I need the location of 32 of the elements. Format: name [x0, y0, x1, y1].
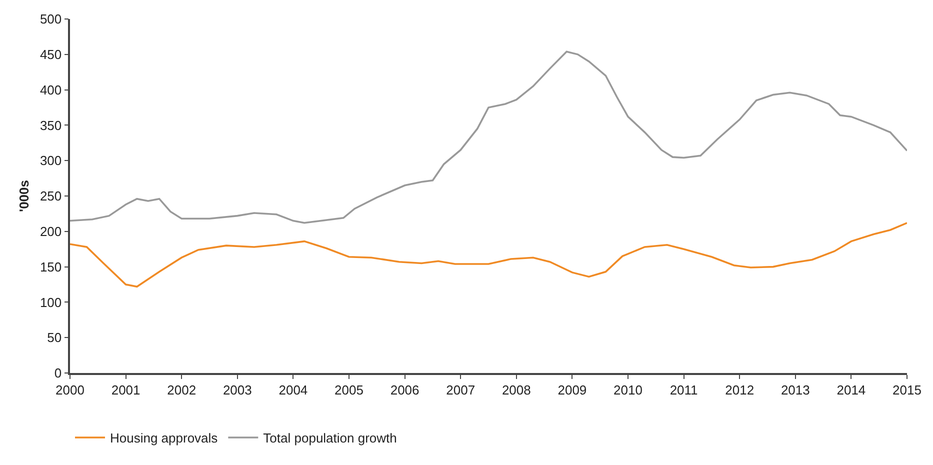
legend-label: Total population growth [263, 430, 397, 446]
line-series [70, 50, 907, 224]
y-tick-label: 450 [40, 46, 62, 62]
x-tick-label: 2010 [614, 382, 642, 398]
y-tick-label: 200 [40, 224, 62, 239]
y-tick-label: 350 [40, 118, 62, 133]
y-tick-label: 100 [40, 294, 62, 310]
y-tick-label: 150 [40, 259, 62, 274]
y-axis-title: '000s [16, 180, 32, 212]
y-tick-label: 50 [47, 330, 62, 346]
y-tick-label: 0 [54, 366, 62, 381]
x-tick-label: 2008 [502, 382, 531, 398]
x-tick-label: 2011 [670, 382, 698, 398]
x-tick-label: 2001 [111, 382, 140, 398]
x-tick-label: 2006 [390, 382, 420, 398]
y-tick-label: 250 [40, 188, 62, 204]
line-series [70, 222, 907, 288]
x-tick-label: 2003 [222, 382, 252, 398]
x-tick-label: 2012 [725, 382, 754, 398]
x-tick-label: 2015 [892, 382, 922, 398]
y-tick-label: 300 [40, 153, 62, 168]
y-tick-label: 400 [40, 82, 62, 98]
x-tick-label: 2014 [836, 382, 866, 398]
x-tick-label: 2007 [446, 382, 476, 398]
x-tick-label: 2004 [278, 382, 308, 398]
x-tick-label: 2005 [334, 382, 364, 398]
legend-label: Housing approvals [110, 430, 218, 446]
x-tick-label: 2013 [780, 382, 810, 398]
x-tick-label: 2002 [167, 382, 196, 398]
x-tick-label: 2000 [56, 382, 84, 398]
x-tick-label: 2009 [558, 382, 587, 398]
y-tick-label: 500 [40, 12, 62, 27]
